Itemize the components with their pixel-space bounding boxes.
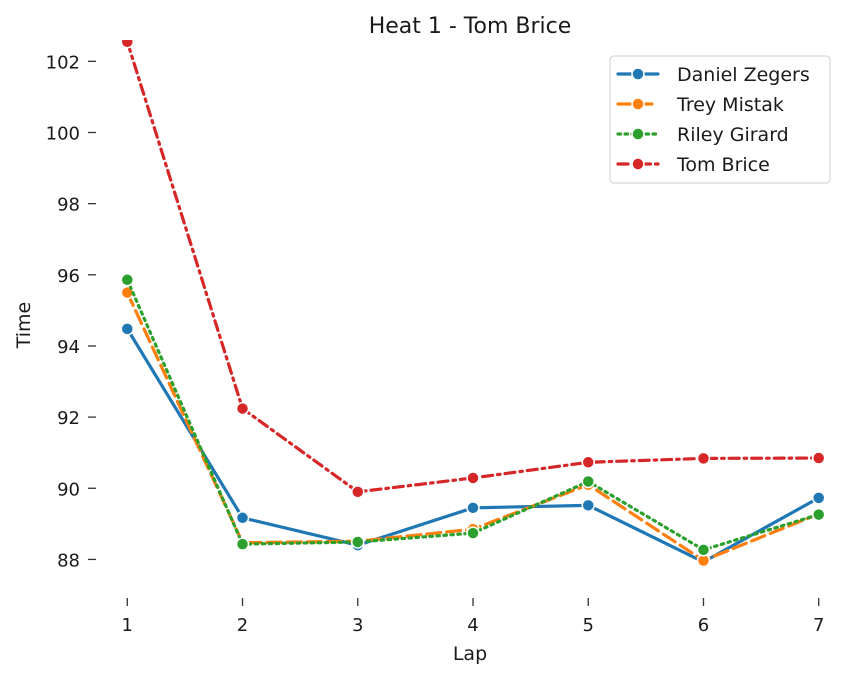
- legend-label: Riley Girard: [677, 124, 789, 146]
- data-point-tom-brice: [466, 471, 480, 485]
- data-point-riley-girard: [811, 507, 826, 522]
- data-point-riley-girard: [235, 537, 250, 551]
- data-point-daniel-zegers: [466, 501, 480, 515]
- data-point-tom-brice: [811, 451, 826, 465]
- y-axis: 88 90 92 94 96 98 100 102: [46, 52, 96, 571]
- y-tick-label: 100: [46, 124, 80, 145]
- y-axis-label: Time: [13, 302, 35, 350]
- series-riley-girard: [120, 273, 826, 557]
- chart-title: Heat 1 - Tom Brice: [369, 14, 572, 39]
- legend-label: Daniel Zegers: [677, 64, 810, 86]
- data-point-daniel-zegers: [120, 322, 135, 336]
- y-tick-label: 96: [57, 266, 80, 287]
- legend-item-tom-brice: Tom Brice: [616, 154, 770, 176]
- x-tick-label: 4: [467, 615, 478, 636]
- y-tick-label: 94: [57, 337, 80, 358]
- x-tick-label: 3: [352, 615, 363, 636]
- legend-item-trey-mistak: Trey Mistak: [616, 94, 784, 116]
- y-tick-label: 92: [57, 408, 80, 429]
- legend-label: Tom Brice: [676, 154, 770, 176]
- data-point-tom-brice: [581, 455, 595, 470]
- data-point-tom-brice: [120, 40, 135, 49]
- series-trey-mistak: [120, 285, 826, 568]
- data-point-tom-brice: [235, 401, 250, 416]
- y-tick-label: 98: [57, 195, 80, 216]
- data-point-riley-girard: [120, 273, 135, 287]
- data-point-riley-girard: [581, 474, 595, 489]
- y-tick-label: 102: [46, 52, 80, 73]
- legend-item-daniel-zegers: Daniel Zegers: [616, 64, 810, 86]
- x-axis-label: Lap: [453, 643, 487, 665]
- legend-swatch-marker: [631, 67, 645, 81]
- data-point-tom-brice: [351, 485, 365, 499]
- x-tick-label: 1: [122, 615, 133, 636]
- legend-label: Trey Mistak: [676, 94, 784, 116]
- x-tick-label: 2: [237, 615, 248, 636]
- legend-items: Daniel Zegers Trey Mistak Riley Girard Tom …: [616, 64, 810, 176]
- data-point-daniel-zegers: [235, 511, 250, 525]
- x-tick-label: 5: [583, 615, 594, 636]
- data-point-riley-girard: [696, 543, 711, 557]
- legend: Daniel Zegers Trey Mistak Riley Girard Tom …: [609, 55, 831, 184]
- data-point-daniel-zegers: [581, 498, 595, 513]
- data-point-riley-girard: [466, 526, 480, 540]
- series-tom-brice: [120, 40, 826, 499]
- data-point-riley-girard: [351, 535, 365, 549]
- legend-box: [609, 55, 831, 184]
- legend-item-riley-girard: Riley Girard: [616, 124, 789, 146]
- y-tick-label: 88: [57, 550, 80, 571]
- legend-swatch-marker: [631, 157, 645, 171]
- series-layer: [120, 40, 826, 569]
- data-point-tom-brice: [696, 451, 711, 466]
- data-point-daniel-zegers: [811, 491, 826, 505]
- y-tick-label: 90: [57, 479, 80, 500]
- legend-swatch-marker: [631, 97, 645, 111]
- x-tick-label: 7: [813, 615, 824, 636]
- x-axis: 1 2 3 4 5 6 7: [122, 598, 824, 636]
- legend-swatch-marker: [631, 127, 645, 141]
- x-tick-label: 6: [698, 615, 709, 636]
